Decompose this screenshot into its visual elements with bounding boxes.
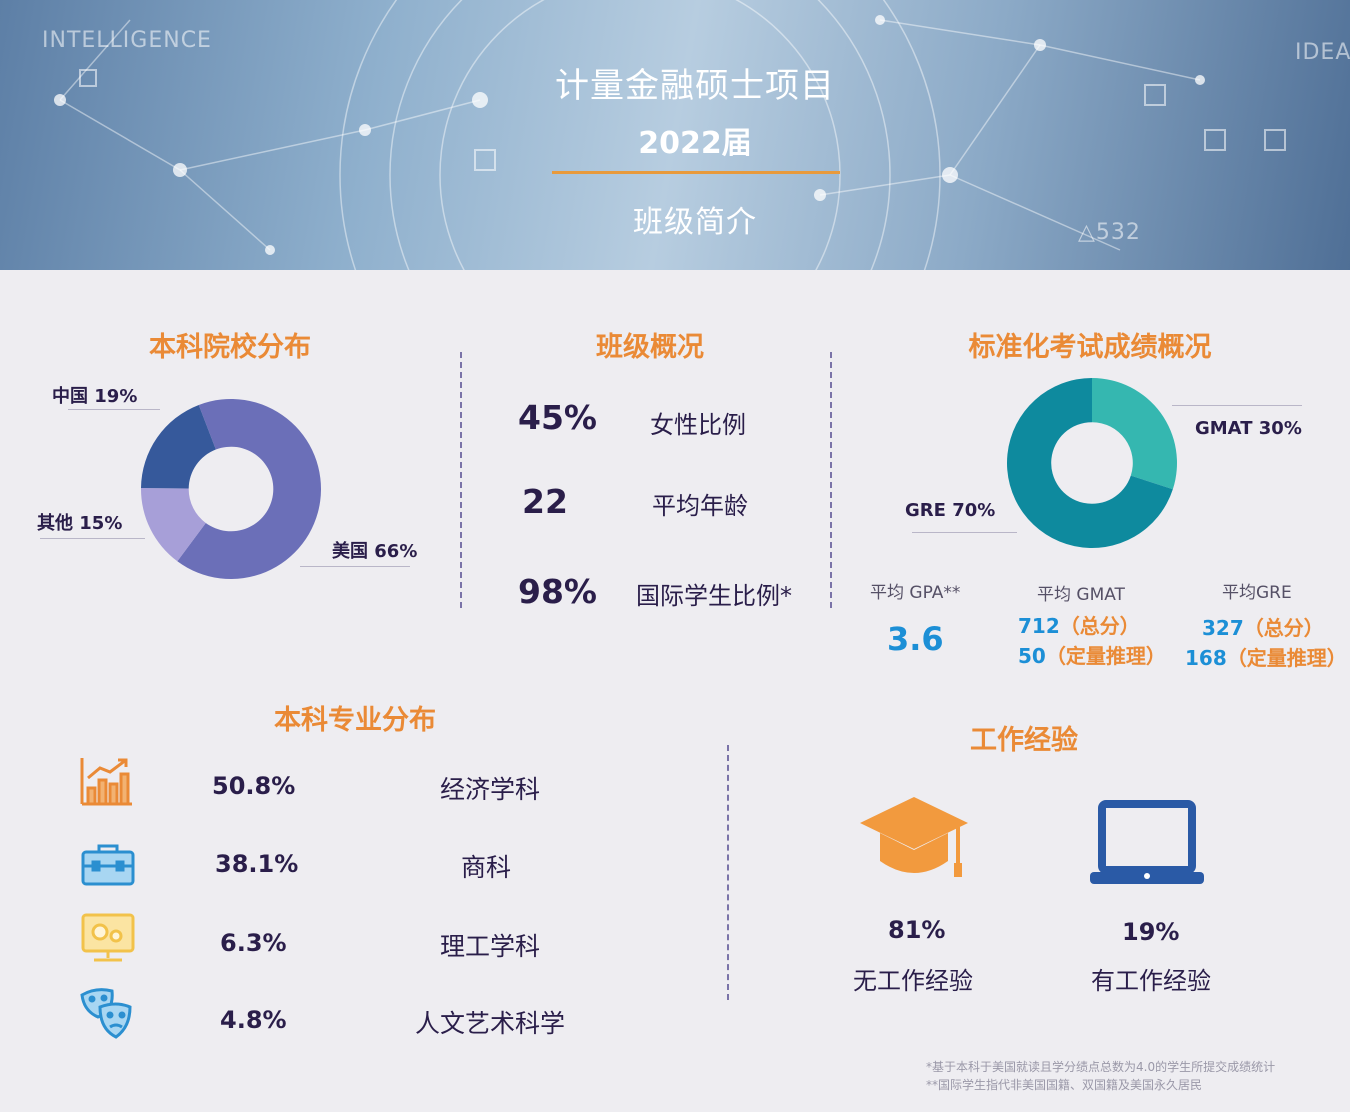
class-overview-title: 班级概况 — [596, 332, 704, 363]
female-ratio-value: 45% — [518, 398, 597, 437]
leader-line-other — [40, 538, 145, 539]
gre-quant: 168（定量推理） — [1185, 642, 1347, 671]
bg-mark: △532 — [1078, 220, 1141, 245]
work-percent-has: 19% — [1122, 918, 1180, 946]
page-subtitle: 班级简介 — [633, 205, 757, 240]
leader-line-china — [68, 409, 160, 410]
divider-1 — [460, 352, 462, 608]
monitor-gears-icon — [81, 913, 135, 962]
leader-line-gre — [912, 532, 1017, 533]
major-title: 本科专业分布 — [274, 705, 436, 736]
major-name-arts: 人文艺术科学 — [414, 1009, 565, 1038]
gre-label: 平均GRE — [1222, 583, 1292, 603]
major-name-econ: 经济学科 — [439, 775, 540, 804]
network-background-art — [54, 0, 1286, 270]
header-banner: INTELLIGENCE IDEA △532 计量金融硕士项目 2022届 班级… — [0, 0, 1350, 270]
gmat-quant: 50（定量推理） — [1018, 640, 1166, 669]
gre-total-text: （总分） — [1243, 616, 1324, 640]
school-donut-slice-1 — [141, 488, 206, 562]
slice-label-gmat: GMAT 30% — [1195, 418, 1302, 439]
laptop-icon — [1090, 800, 1204, 884]
gmat-label: 平均 GMAT — [1037, 585, 1125, 605]
average-age-label: 平均年龄 — [652, 492, 748, 520]
major-name-business: 商科 — [460, 853, 511, 882]
slice-label-gre: GRE 70% — [905, 500, 996, 521]
bg-text-left: INTELLIGENCE — [42, 28, 212, 53]
work-label-has: 有工作经验 — [1091, 967, 1211, 995]
intl-ratio-value: 98% — [518, 572, 597, 611]
work-percent-none: 81% — [888, 916, 946, 944]
gre-quant-text: （定量推理） — [1226, 646, 1347, 670]
test-donut-slice-0 — [1092, 378, 1177, 490]
average-age-value: 22 — [522, 482, 568, 521]
major-name-stem: 理工学科 — [439, 932, 540, 961]
leader-line-gmat — [1172, 405, 1302, 406]
divider-2 — [830, 352, 832, 608]
slice-label-other: 其他 15% — [37, 513, 123, 534]
gmat-quant-text: （定量推理） — [1045, 644, 1166, 668]
gpa-value: 3.6 — [887, 620, 944, 658]
work-title: 工作经验 — [970, 725, 1078, 756]
slice-label-usa: 美国 66% — [332, 541, 418, 562]
school-donut-slice-0 — [177, 399, 321, 579]
school-donut-slice-2 — [141, 404, 216, 489]
gre-quant-value: 168 — [1185, 646, 1227, 670]
leader-line-usa — [300, 566, 410, 567]
major-percent-arts: 4.8% — [220, 1006, 287, 1034]
graduation-cap-icon — [860, 797, 968, 877]
major-percent-stem: 6.3% — [220, 929, 287, 957]
gpa-label: 平均 GPA** — [870, 583, 961, 603]
footnote-1: *基于本科于美国就读且学分绩点总数为4.0的学生所提交成绩统计 — [926, 1060, 1276, 1074]
undergrad-school-title: 本科院校分布 — [149, 332, 311, 363]
class-year: 2022届 — [638, 126, 752, 161]
test-donut-chart — [1007, 378, 1177, 548]
slice-label-china: 中国 19% — [52, 386, 138, 407]
gre-total-value: 327 — [1202, 616, 1244, 640]
page-title: 计量金融硕士项目 — [555, 66, 835, 106]
gmat-total-text: （总分） — [1059, 614, 1140, 638]
female-ratio-label: 女性比例 — [650, 411, 746, 439]
title-divider — [552, 171, 840, 174]
gmat-quant-value: 50 — [1018, 644, 1046, 668]
intl-ratio-label: 国际学生比例* — [636, 582, 792, 610]
gmat-total-value: 712 — [1018, 614, 1060, 638]
bar-growth-icon — [80, 758, 132, 806]
school-donut-chart — [141, 399, 321, 579]
bg-text-right: IDEA — [1295, 40, 1350, 65]
test-scores-title: 标准化考试成绩概况 — [968, 332, 1212, 363]
theater-masks-icon — [80, 988, 132, 1039]
major-percent-econ: 50.8% — [212, 772, 296, 800]
major-percent-business: 38.1% — [215, 850, 299, 878]
briefcase-icon — [81, 844, 135, 886]
gmat-total: 712（总分） — [1018, 610, 1140, 639]
divider-3 — [727, 745, 729, 1000]
work-label-none: 无工作经验 — [853, 967, 973, 995]
footnote-2: **国际学生指代非美国国籍、双国籍及美国永久居民 — [926, 1078, 1203, 1092]
gre-total: 327（总分） — [1202, 612, 1324, 641]
test-donut-slice-1 — [1007, 378, 1173, 548]
